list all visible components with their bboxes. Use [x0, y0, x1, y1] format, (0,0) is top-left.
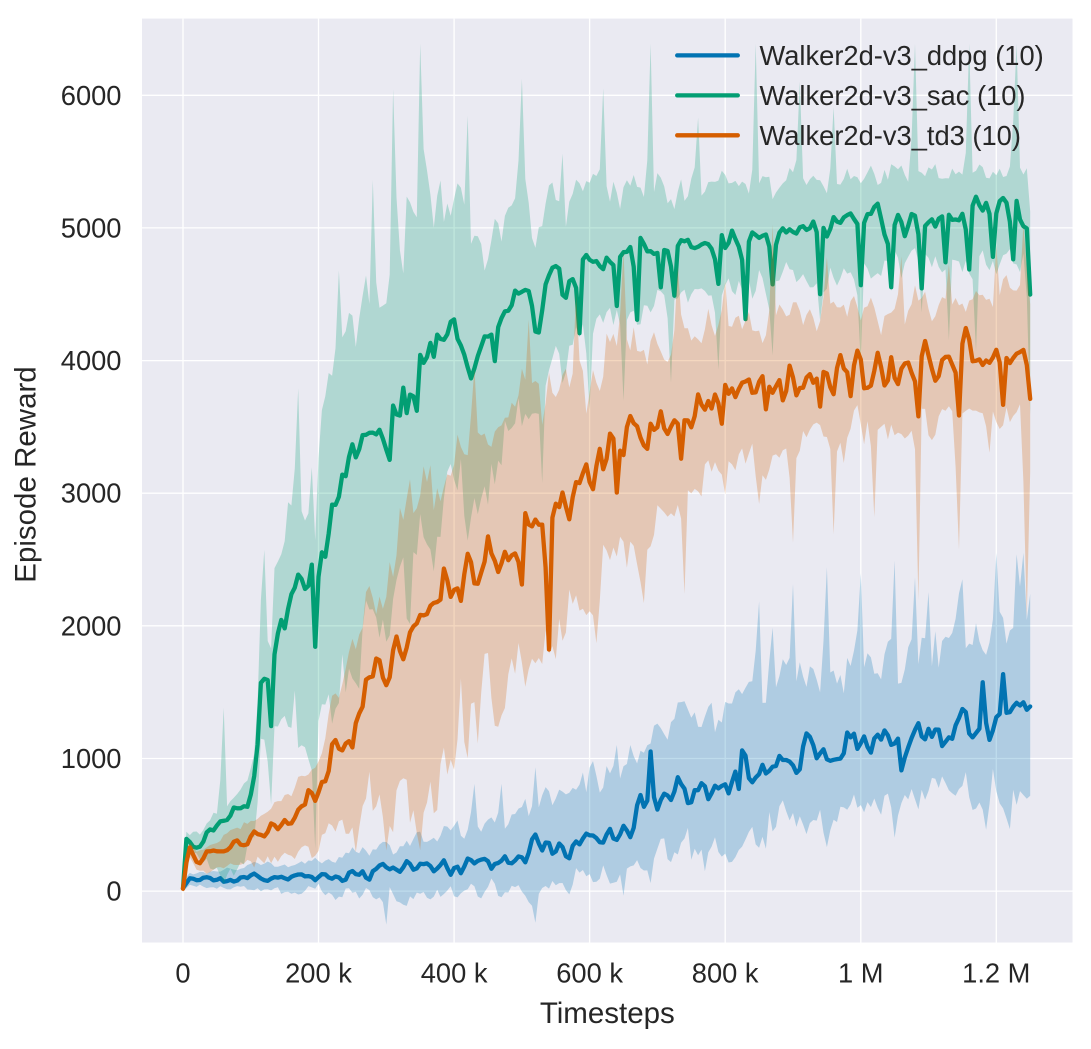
svg-text:2000: 2000	[61, 610, 122, 641]
svg-text:600 k: 600 k	[556, 958, 623, 989]
svg-text:400 k: 400 k	[421, 958, 488, 989]
svg-text:6000: 6000	[61, 80, 122, 111]
svg-text:Walker2d-v3_td3 (10): Walker2d-v3_td3 (10)	[760, 120, 1021, 151]
svg-text:0: 0	[175, 958, 190, 989]
svg-text:5000: 5000	[61, 212, 122, 243]
svg-text:200 k: 200 k	[285, 958, 352, 989]
svg-text:Timesteps: Timesteps	[540, 997, 675, 1030]
svg-text:800 k: 800 k	[692, 958, 759, 989]
svg-text:4000: 4000	[61, 345, 122, 376]
svg-text:Episode Reward: Episode Reward	[10, 366, 43, 582]
svg-text:1 M: 1 M	[838, 958, 884, 989]
svg-text:Walker2d-v3_sac (10): Walker2d-v3_sac (10)	[760, 80, 1026, 111]
svg-text:0: 0	[106, 876, 121, 907]
svg-text:1.2 M: 1.2 M	[962, 958, 1030, 989]
svg-text:3000: 3000	[61, 478, 122, 509]
svg-text:Walker2d-v3_ddpg (10): Walker2d-v3_ddpg (10)	[760, 40, 1044, 71]
svg-text:1000: 1000	[61, 743, 122, 774]
